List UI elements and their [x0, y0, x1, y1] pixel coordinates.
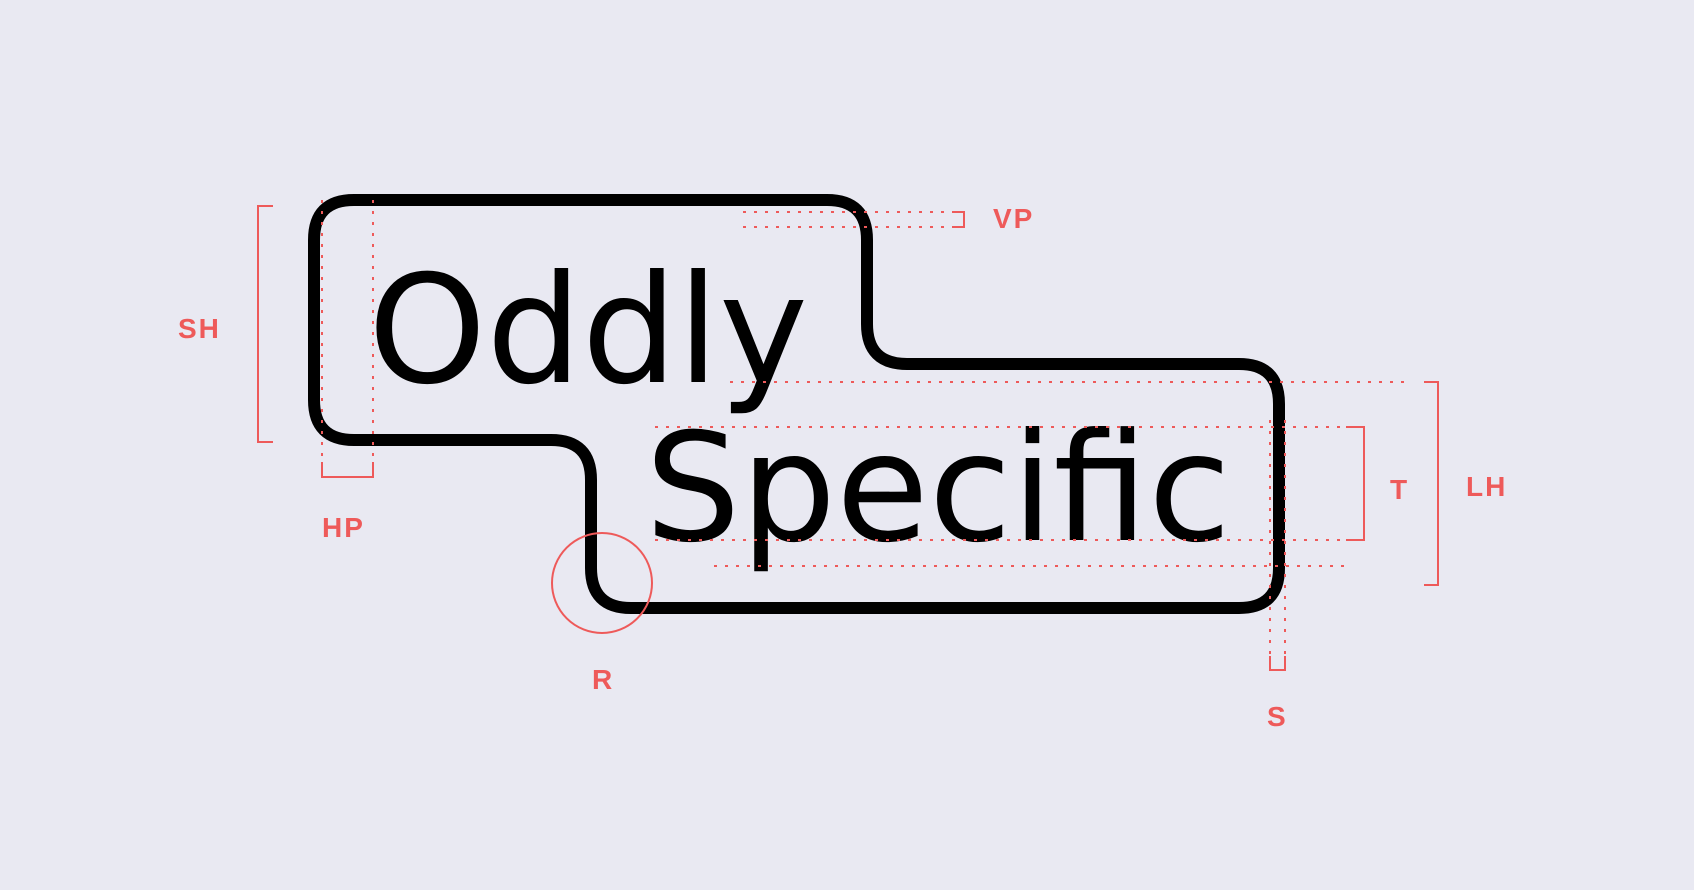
- label-vp: VP: [993, 203, 1034, 234]
- logo-outline: [308, 194, 1285, 614]
- hp-bracket: [321, 462, 374, 478]
- annotation-guides: [257, 200, 1439, 671]
- vp-bracket: [955, 211, 965, 228]
- s-bracket: [1269, 656, 1286, 671]
- logo-line-1: Oddly: [368, 244, 808, 418]
- label-r: R: [592, 664, 614, 695]
- lh-bracket: [1424, 381, 1439, 586]
- radius-circle: [551, 532, 653, 634]
- logo-line-2: Specific: [645, 402, 1231, 576]
- t-bracket: [1346, 426, 1365, 541]
- label-t: T: [1390, 474, 1409, 505]
- sh-bracket: [257, 205, 273, 443]
- label-s: S: [1267, 701, 1288, 732]
- label-hp: HP: [322, 512, 365, 543]
- label-lh: LH: [1466, 471, 1507, 502]
- label-sh: SH: [178, 313, 221, 344]
